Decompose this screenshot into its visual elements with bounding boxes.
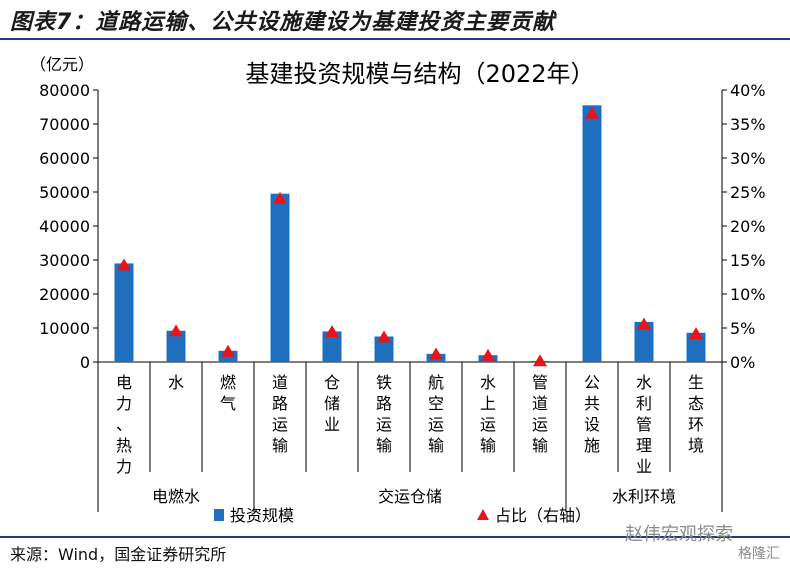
share-marker: [533, 354, 547, 367]
legend-bar-label: 投资规模: [230, 506, 294, 525]
y-axis-unit: （亿元）: [30, 55, 94, 74]
x-tick-label: 水利管理业: [636, 373, 652, 476]
x-tick-label: 道路运输: [272, 373, 288, 455]
y2-tick-label: 15%: [730, 251, 766, 270]
x-tick-label: 航空运输: [428, 373, 444, 455]
y-tick-label: 40000: [39, 217, 90, 236]
x-tick-label: 电力、热力: [116, 373, 132, 476]
y2-tick-label: 25%: [730, 183, 766, 202]
legend-bar-swatch: [214, 509, 224, 521]
y2-tick-label: 10%: [730, 285, 766, 304]
markers: [117, 106, 703, 367]
share-marker: [585, 106, 599, 119]
x-tick-label: 仓储业: [324, 373, 340, 434]
y2-tick-label: 20%: [730, 217, 766, 236]
x-labels: 电力、热力 水 燃气 道路运输 仓储业 铁路运输 航空运输 水上运输 管道运输 公共设施 水利管理业…: [116, 373, 704, 506]
bars: [114, 105, 706, 363]
x-tick-label: 生态环境: [688, 373, 704, 455]
share-marker: [325, 325, 339, 337]
legend-marker-swatch: [477, 509, 489, 520]
share-marker: [689, 327, 703, 340]
top-rule: [0, 38, 790, 40]
bar: [270, 193, 290, 362]
y-tick-label: 30000: [39, 251, 90, 270]
bar: [322, 331, 342, 362]
bar: [686, 332, 706, 362]
y-tick-label: 70000: [39, 115, 90, 134]
legend-marker-label: 占比（右轴）: [495, 506, 591, 525]
legend: 投资规模 占比（右轴）: [214, 506, 591, 525]
x-tick-label: 公共设施: [584, 373, 600, 455]
x-group-label: 电燃水: [152, 487, 200, 506]
x-tick-label: 管道运输: [532, 373, 548, 455]
y-tick-label: 80000: [39, 81, 90, 100]
y-tick-label: 60000: [39, 149, 90, 168]
x-tick-label: 水: [168, 373, 184, 392]
y-tick-label: 20000: [39, 285, 90, 304]
share-marker: [429, 347, 443, 360]
share-marker: [637, 317, 651, 330]
watermark-badge: 格隆汇: [738, 546, 780, 562]
y2-tick-label: 35%: [730, 115, 766, 134]
y-tick-label: 0: [80, 353, 90, 372]
bar: [166, 330, 186, 362]
share-marker: [221, 344, 235, 357]
share-marker: [377, 330, 391, 343]
bar: [582, 105, 602, 363]
y2-tick-label: 40%: [730, 81, 766, 100]
bar: [114, 263, 134, 362]
share-marker: [169, 324, 183, 337]
bottom-rule: [0, 536, 790, 538]
chart-title: 基建投资规模与结构（2022年）: [245, 60, 594, 88]
source-note: 来源：Wind，国金证券研究所: [10, 545, 227, 564]
y2-tick-label: 5%: [730, 319, 755, 338]
x-tick-label: 铁路运输: [376, 373, 392, 455]
y2-tick-label: 30%: [730, 149, 766, 168]
y-tick-label: 50000: [39, 183, 90, 202]
x-tick-label: 燃气: [220, 373, 236, 413]
share-marker: [481, 348, 495, 361]
share-marker: [273, 191, 287, 204]
axes: 0 10000 20000 30000 40000 50000 60000 70000 8000…: [39, 81, 766, 512]
x-group-label: 水利环境: [612, 487, 676, 506]
bar: [374, 336, 394, 362]
watermark: 赵伟宏观探索: [625, 524, 733, 545]
y-tick-label: 10000: [39, 319, 90, 338]
share-marker: [117, 258, 131, 271]
x-tick-label: 水上运输: [480, 373, 496, 455]
bar: [634, 321, 654, 362]
x-group-label: 交运仓储: [378, 487, 442, 506]
y2-tick-label: 0%: [730, 353, 755, 372]
figure-title: 图表7：道路运输、公共设施建设为基建投资主要贡献: [10, 10, 556, 35]
